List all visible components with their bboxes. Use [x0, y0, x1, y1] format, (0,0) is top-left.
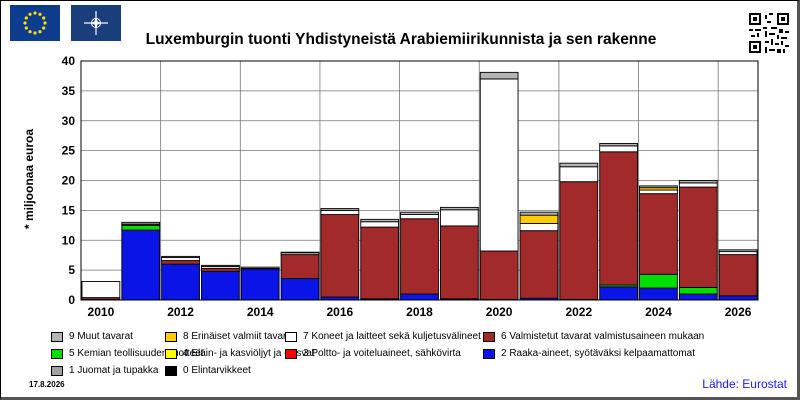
bar-segment-muut-tavarat [559, 162, 599, 168]
bar-segment-valmistetut-tavarat-valmistusaineen-mukaan [320, 214, 360, 298]
x-tick-label: 2022 [565, 305, 592, 319]
bar-segment-kemian-teollisuuden-tuotteet [639, 273, 678, 289]
bar-segment-raaka-aineet-sy-t-v-ksi-kelpaamattomat [161, 263, 200, 301]
x-tick-label: 2010 [88, 305, 115, 319]
bar-segment-valmistetut-tavarat-valmistusaineen-mukaan [161, 260, 200, 265]
bar-segment-valmistetut-tavarat-valmistusaineen-mukaan [400, 218, 439, 295]
y-tick-label: 35 [62, 84, 76, 98]
bar-segment-koneet-ja-laitteet-sek-kuljetusv-lineet [400, 214, 439, 220]
bar-segment-raaka-aineet-sy-t-v-ksi-kelpaamattomat [400, 293, 439, 301]
bar-segment-koneet-ja-laitteet-sek-kuljetusv-lineet [479, 78, 519, 252]
bar-segment-koneet-ja-laitteet-sek-kuljetusv-lineet [559, 166, 599, 183]
bar-segment-koneet-ja-laitteet-sek-kuljetusv-lineet [639, 189, 678, 195]
x-tick-label: 2026 [725, 305, 752, 319]
bar-segment-raaka-aineet-sy-t-v-ksi-kelpaamattomat [280, 278, 320, 301]
bar-segment-raaka-aineet-sy-t-v-ksi-kelpaamattomat [599, 286, 638, 301]
bar-segment-valmistetut-tavarat-valmistusaineen-mukaan [360, 226, 400, 300]
bar-segment-valmistetut-tavarat-valmistusaineen-mukaan [280, 254, 320, 279]
bar-segment-raaka-aineet-sy-t-v-ksi-kelpaamattomat [201, 270, 240, 301]
x-tick-label: 2018 [406, 305, 433, 319]
x-tick-label: 2020 [486, 305, 513, 319]
bar-segment-muut-tavarat [718, 249, 758, 253]
bar-segment-muut-tavarat [678, 180, 718, 184]
bar-segment-koneet-ja-laitteet-sek-kuljetusv-lineet [599, 145, 638, 153]
x-tick-label: 2016 [327, 305, 354, 319]
bar-segment-raaka-aineet-sy-t-v-ksi-kelpaamattomat [718, 295, 758, 301]
bar-segment-valmistetut-tavarat-valmistusaineen-mukaan [599, 151, 638, 286]
qr-code-icon[interactable] [749, 13, 789, 53]
bar-segment-koneet-ja-laitteet-sek-kuljetusv-lineet [81, 281, 121, 299]
bar-segment-muut-tavarat [599, 143, 638, 147]
bar-segment-raaka-aineet-sy-t-v-ksi-kelpaamattomat [240, 268, 280, 301]
bar-segment-muut-tavarat [519, 211, 559, 216]
bar-segment-muut-tavarat [320, 208, 360, 211]
bar-segment-muut-tavarat [280, 251, 320, 254]
x-tick-label: 2024 [645, 305, 672, 319]
y-tick-label: 15 [62, 203, 76, 217]
y-tick-label: 5 [68, 263, 75, 277]
bar-segment-muut-tavarat [639, 185, 678, 189]
y-tick-label: 40 [62, 54, 76, 68]
x-tick-label: 2014 [247, 305, 274, 319]
source-label: Lähde: Eurostat [702, 377, 787, 391]
y-tick-label: 30 [62, 114, 76, 128]
y-tick-label: 10 [62, 233, 76, 247]
bar-segment-kemian-teollisuuden-tuotteet [678, 287, 718, 295]
bar-segment-raaka-aineet-sy-t-v-ksi-kelpaamattomat [678, 293, 718, 301]
nato-flag-icon [71, 5, 121, 41]
eu-flag-icon [10, 5, 60, 41]
y-tick-label: 25 [62, 144, 76, 158]
bar-segment-muut-tavarat [201, 264, 240, 267]
bar-segment-erin-iset-valmiit-tavarat [519, 214, 559, 224]
bar-segment-valmistetut-tavarat-valmistusaineen-mukaan [678, 186, 718, 288]
bar-segment-valmistetut-tavarat-valmistusaineen-mukaan [718, 254, 758, 297]
bar-segment-koneet-ja-laitteet-sek-kuljetusv-lineet [320, 209, 360, 216]
bar-segment-muut-tavarat [479, 71, 519, 80]
bar-segment-valmistetut-tavarat-valmistusaineen-mukaan [519, 230, 559, 299]
chart-title: Luxemburgin tuonti Yhdistyneistä Arabiem… [145, 31, 657, 48]
bar-segment-raaka-aineet-sy-t-v-ksi-kelpaamattomat [639, 287, 678, 301]
bar-segment-valmistetut-tavarat-valmistusaineen-mukaan [479, 250, 519, 300]
date-stamp: 17.8.2026 [29, 380, 65, 389]
bar-segment-muut-tavarat [121, 221, 161, 225]
y-tick-label: 20 [62, 174, 76, 188]
bar-segment-koneet-ja-laitteet-sek-kuljetusv-lineet [519, 223, 559, 232]
bar-segment-koneet-ja-laitteet-sek-kuljetusv-lineet [360, 221, 400, 228]
bar-segment-valmistetut-tavarat-valmistusaineen-mukaan [439, 225, 479, 300]
bar-segment-valmistetut-tavarat-valmistusaineen-mukaan [559, 181, 599, 300]
bar-segment-muut-tavarat [161, 255, 200, 259]
x-tick-label: 2012 [167, 305, 194, 319]
y-tick-label: 0 [68, 293, 75, 307]
bar-segment-koneet-ja-laitteet-sek-kuljetusv-lineet [678, 182, 718, 188]
bar-segment-valmistetut-tavarat-valmistusaineen-mukaan [639, 193, 678, 275]
bar-segment-muut-tavarat [400, 211, 439, 216]
bar-segment-muut-tavarat [439, 206, 479, 211]
plot-border [80, 60, 759, 301]
bar-segment-raaka-aineet-sy-t-v-ksi-kelpaamattomat [121, 229, 161, 301]
bar-segment-kemian-teollisuuden-tuotteet [121, 224, 161, 231]
bar-segment-koneet-ja-laitteet-sek-kuljetusv-lineet [439, 209, 479, 227]
bar-segment-muut-tavarat [360, 218, 400, 223]
bar-segment-koneet-ja-laitteet-sek-kuljetusv-lineet [240, 266, 280, 269]
